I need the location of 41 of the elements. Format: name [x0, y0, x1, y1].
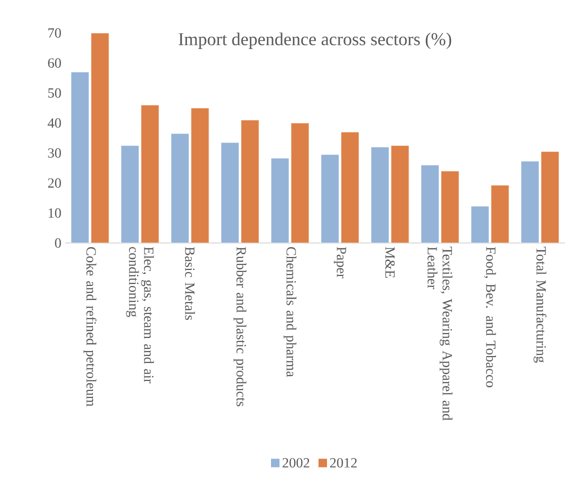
y-tick-label: 40	[48, 118, 61, 128]
x-tick-label: Food, Bev. and Tobacco	[484, 246, 496, 388]
bar	[220, 142, 240, 243]
bar	[420, 164, 440, 243]
y-tick-label: 70	[48, 28, 61, 38]
x-tick-label: Total Manufacturing	[534, 246, 546, 363]
legend-label: 2002	[282, 458, 310, 468]
bar	[340, 132, 360, 243]
x-tick-label: Coke and refined petroleum	[84, 247, 96, 406]
bar	[290, 122, 310, 243]
y-tick-label: 30	[48, 148, 61, 158]
x-tick-label: Chemicals and pharma	[284, 247, 296, 377]
x-tick-label: Rubber and plastic products	[234, 246, 246, 406]
bar	[490, 184, 510, 243]
chart-title: Import dependence across sectors (%)	[178, 32, 452, 49]
x-tick-label: Textiles, Wearing Apparel and Leather	[428, 246, 452, 420]
y-tick-label: 10	[48, 208, 61, 218]
bar	[120, 145, 140, 243]
bar	[70, 72, 90, 243]
legend-label: 2012	[330, 458, 357, 468]
y-tick-label: 60	[48, 58, 61, 68]
bar	[470, 206, 490, 243]
bar	[170, 133, 190, 243]
bar	[390, 145, 410, 243]
bar	[370, 146, 390, 243]
bar	[90, 33, 110, 243]
x-tick-label: M&E	[385, 246, 395, 278]
x-tick-label: Basic Metals	[185, 246, 195, 320]
bar	[270, 158, 290, 243]
bar	[240, 120, 260, 243]
y-tick-label: 20	[48, 178, 61, 188]
bar	[320, 154, 340, 243]
bar	[540, 151, 560, 243]
y-tick-label: 0	[55, 238, 61, 248]
x-tick-label: Elec, gas, steam and air conditioning	[126, 246, 154, 384]
bar	[140, 104, 160, 243]
bar	[190, 108, 210, 243]
y-tick-label: 50	[48, 88, 61, 98]
x-tick-label: Paper	[334, 246, 346, 278]
bar	[440, 170, 460, 243]
bar	[520, 160, 540, 243]
